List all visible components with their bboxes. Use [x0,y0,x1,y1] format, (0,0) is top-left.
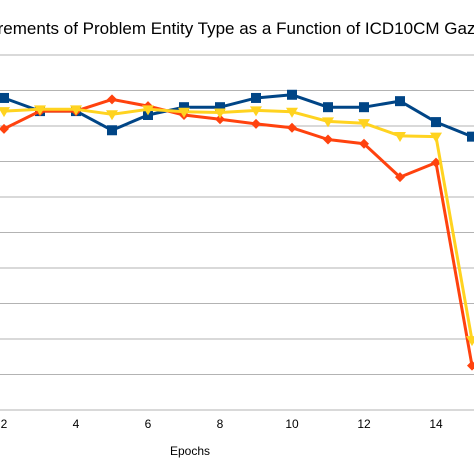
data-point-square [323,102,333,113]
data-point-triangle [142,105,154,116]
data-point-diamond [287,122,297,133]
data-point-diamond [0,123,9,134]
data-point-square [395,96,405,107]
data-point-diamond [467,360,474,371]
data-point-triangle [358,119,370,130]
data-point-square [359,102,369,113]
data-point-diamond [359,138,369,149]
data-point-triangle [250,106,262,117]
data-point-square [107,125,117,136]
x-axis-label: Epochs [170,444,210,458]
chart-title: asurements of Problem Entity Type as a F… [0,19,474,38]
data-point-triangle [34,105,46,116]
data-point-diamond [107,94,117,105]
series-line [3,93,473,138]
data-point-square [179,102,189,113]
data-point-triangle [214,108,226,119]
x-tick-label: 8 [217,417,224,431]
x-tick-label: 14 [429,417,443,431]
data-point-triangle [466,336,474,347]
series-line [3,107,474,341]
data-point-diamond [323,134,333,145]
series-layer [0,89,474,371]
data-point-square [431,117,441,128]
x-tick-label: 2 [1,417,8,431]
data-point-diamond [431,157,441,168]
data-point-square [215,102,225,113]
data-point-triangle [430,132,442,143]
x-tick-label: 12 [357,417,371,431]
data-point-triangle [286,107,298,118]
data-point-square [467,131,474,142]
data-point-triangle [0,107,10,118]
data-point-diamond [215,114,225,125]
data-point-square [251,92,261,103]
data-point-square [287,89,297,100]
data-point-triangle [178,107,190,118]
data-point-triangle [106,110,118,121]
x-tick-label: 10 [285,417,299,431]
data-point-triangle [322,117,334,128]
series-3 [0,105,474,347]
grid-lines [0,54,474,375]
x-tick-labels: 2 4 6 8 10 12 14 [1,417,443,431]
data-point-triangle [70,105,82,116]
data-point-square [0,92,9,103]
data-point-triangle [394,131,406,142]
data-point-diamond [395,172,405,183]
x-tick-label: 6 [145,417,152,431]
data-point-diamond [251,118,261,129]
x-tick-label: 4 [73,417,80,431]
